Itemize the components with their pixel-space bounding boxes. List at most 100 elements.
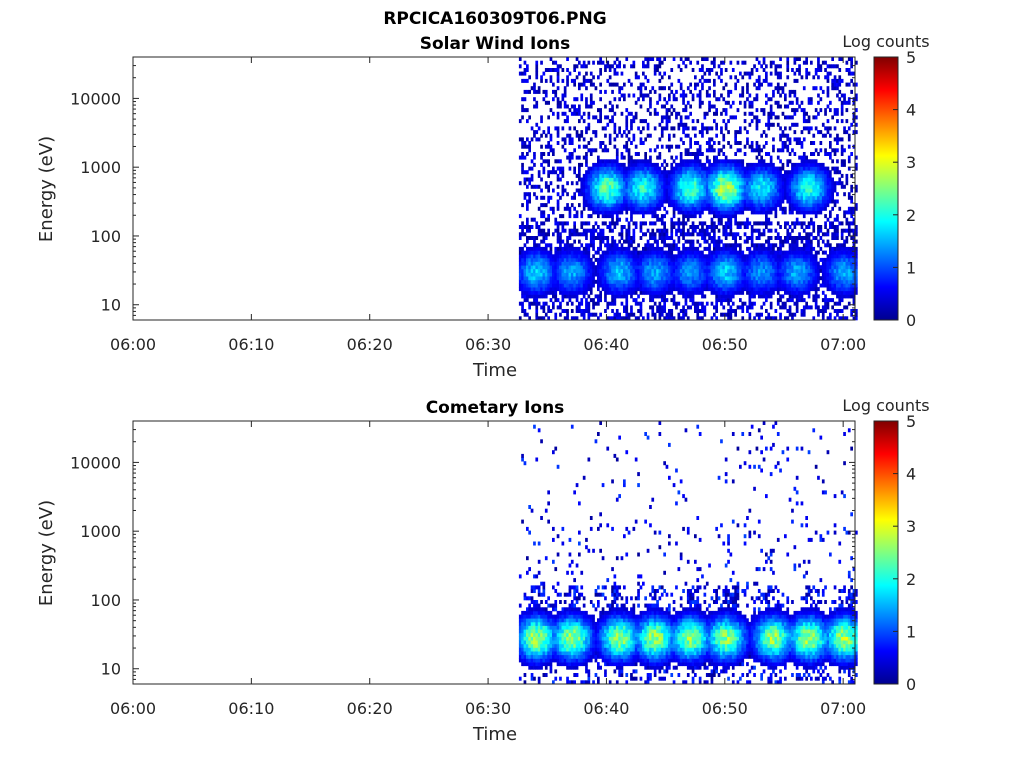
heatmap-cell <box>585 86 588 91</box>
heatmap-cell <box>563 228 567 233</box>
heatmap-cell <box>620 316 624 321</box>
heatmap-cell <box>731 115 735 120</box>
heatmap-cell <box>651 290 655 295</box>
heatmap-cell <box>696 316 700 321</box>
heatmap-cell <box>573 108 576 113</box>
heatmap-cell <box>791 283 794 288</box>
heatmap-cell <box>644 119 647 124</box>
heatmap-cell <box>658 71 662 76</box>
heatmap-cell <box>625 290 629 295</box>
heatmap-cell <box>559 177 562 182</box>
heatmap-cell <box>746 261 749 266</box>
heatmap-cell <box>689 265 692 270</box>
heatmap-cell <box>623 287 626 292</box>
heatmap-cell <box>715 283 718 288</box>
heatmap-cell <box>639 228 643 233</box>
heatmap-cell <box>802 250 806 255</box>
heatmap-cell <box>547 250 550 255</box>
heatmap-cell <box>547 214 550 219</box>
heatmap-cell <box>691 279 695 284</box>
heatmap-cell <box>580 162 584 167</box>
heatmap-cell <box>575 279 579 284</box>
heatmap-cell <box>540 210 543 215</box>
heatmap-cell <box>615 272 619 277</box>
heatmap-cell <box>779 298 782 303</box>
heatmap-cell <box>746 170 749 175</box>
heatmap-cell <box>627 236 631 240</box>
heatmap-cell <box>729 181 733 186</box>
heatmap-cell <box>753 177 756 182</box>
heatmap-cell <box>589 283 593 288</box>
heatmap-cell <box>791 122 794 127</box>
heatmap-cell <box>615 254 619 259</box>
heatmap-cell <box>776 257 780 262</box>
heatmap-cell <box>784 115 787 120</box>
heatmap-cell <box>753 210 756 215</box>
heatmap-cell <box>755 290 759 295</box>
heatmap-cell <box>587 111 591 116</box>
heatmap-cell <box>642 203 645 208</box>
heatmap-cell <box>713 111 716 116</box>
heatmap-cell <box>570 287 574 292</box>
heatmap-cell <box>526 192 529 197</box>
heatmap-cell <box>705 239 709 244</box>
heatmap-cell <box>757 290 761 295</box>
heatmap-cell <box>604 287 607 292</box>
heatmap-cell <box>724 199 728 204</box>
heatmap-cell <box>552 97 555 102</box>
heatmap-cell <box>727 225 730 229</box>
heatmap-cell <box>677 170 681 175</box>
heatmap-cell <box>627 283 631 288</box>
heatmap-cell <box>703 111 707 116</box>
heatmap-cell <box>592 228 595 233</box>
heatmap-cell <box>646 166 650 171</box>
heatmap-cell <box>615 246 619 251</box>
heatmap-cell <box>660 236 664 240</box>
heatmap-cell <box>573 221 576 226</box>
heatmap-cell <box>684 287 688 292</box>
heatmap-cell <box>705 57 709 61</box>
heatmap-cell <box>587 309 591 313</box>
heatmap-cell <box>767 122 771 127</box>
heatmap-cell <box>691 162 695 167</box>
heatmap-cell <box>767 203 771 208</box>
heatmap-cell <box>547 309 550 313</box>
heatmap-cell <box>672 177 676 182</box>
heatmap-cell <box>720 71 723 76</box>
heatmap-cell <box>526 290 529 295</box>
heatmap-cell <box>708 126 711 131</box>
heatmap-cell <box>601 60 605 65</box>
heatmap-cell <box>618 316 621 321</box>
heatmap-cell <box>660 130 664 135</box>
heatmap-cell <box>786 290 790 295</box>
heatmap-cell <box>630 305 633 310</box>
heatmap-cell <box>615 188 619 193</box>
heatmap-cell <box>717 236 721 240</box>
heatmap-cell <box>748 261 752 266</box>
heatmap-cell <box>580 257 584 262</box>
heatmap-cell <box>762 184 766 189</box>
heatmap-cell <box>653 283 657 288</box>
heatmap-cell <box>805 203 808 208</box>
heatmap-cell <box>713 228 716 233</box>
heatmap-cell <box>656 276 659 281</box>
heatmap-cell <box>729 254 733 259</box>
heatmap-cell <box>528 283 531 288</box>
heatmap-cell <box>717 141 721 145</box>
heatmap-cell <box>684 206 688 211</box>
heatmap-cell <box>578 272 581 277</box>
heatmap-cell <box>663 239 666 244</box>
heatmap-cell <box>530 268 534 273</box>
heatmap-cell <box>720 298 723 303</box>
heatmap-cell <box>632 246 636 251</box>
heatmap-cell <box>613 272 617 277</box>
heatmap-cell <box>776 268 780 273</box>
heatmap-cell <box>651 177 655 182</box>
heatmap-cell <box>615 309 619 313</box>
heatmap-cell <box>701 287 704 292</box>
heatmap-cell <box>800 195 804 200</box>
heatmap-cell <box>597 265 600 270</box>
heatmap-cell <box>739 265 742 270</box>
heatmap-cell <box>604 68 607 72</box>
heatmap-cell <box>592 192 595 197</box>
